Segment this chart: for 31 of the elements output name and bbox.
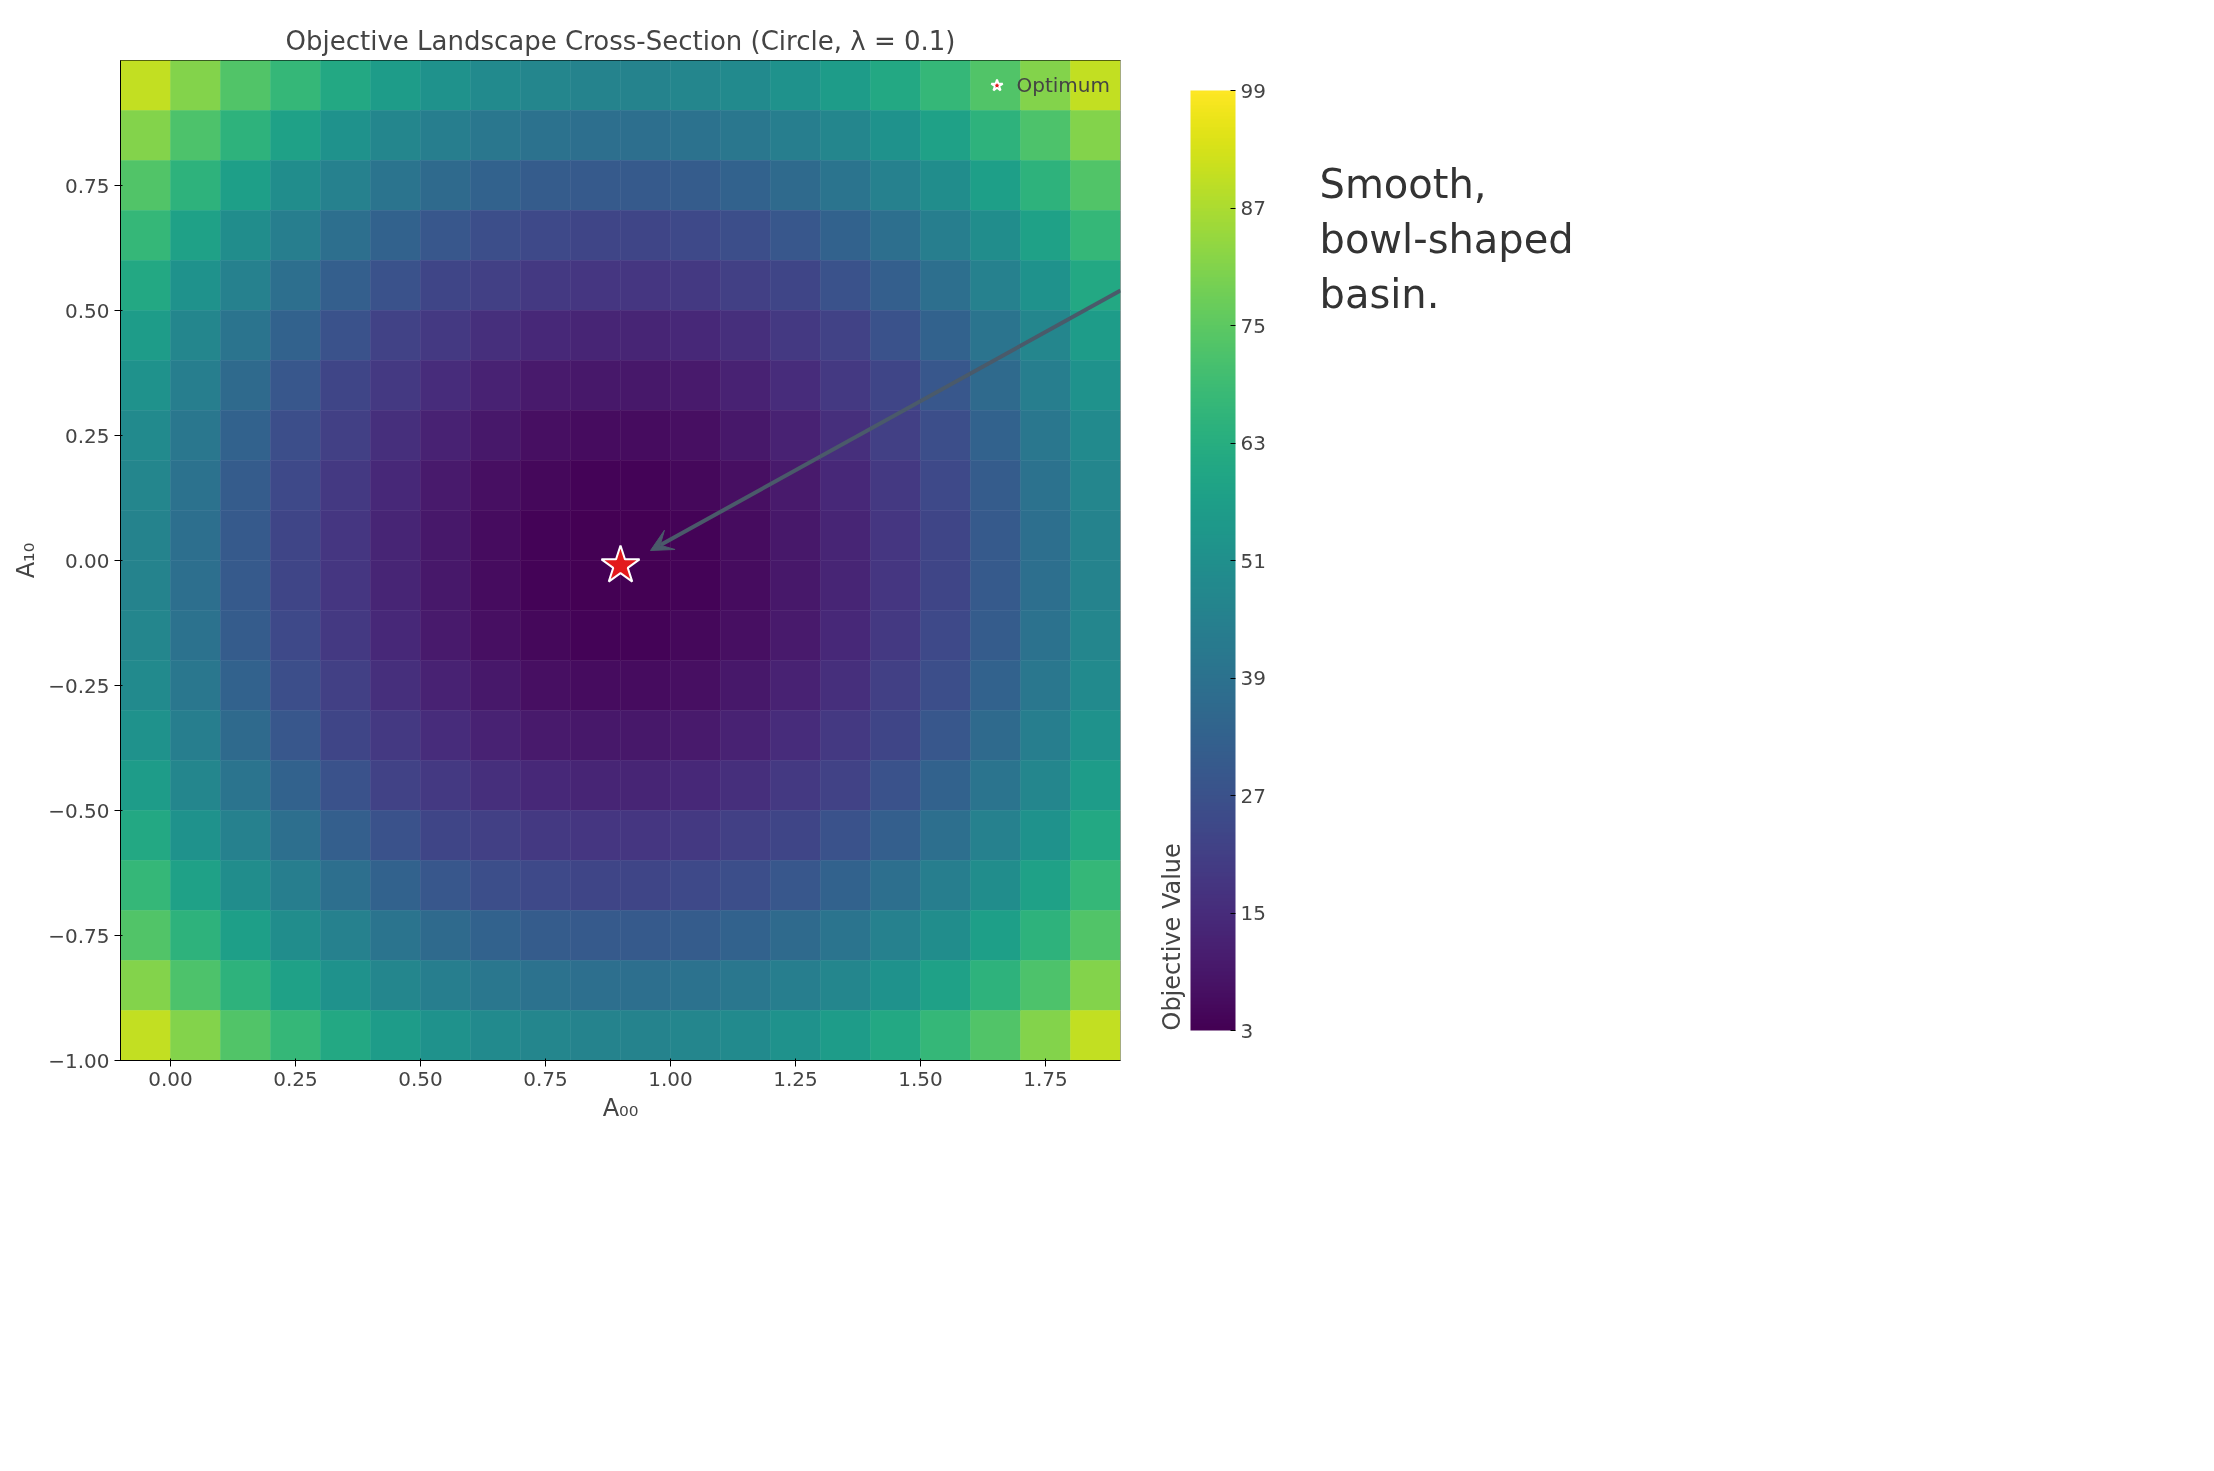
color-bar-label: 27	[1240, 783, 1266, 808]
y-tick-label: −0.50	[48, 798, 110, 823]
color-bar-label: 51	[1240, 548, 1266, 573]
y-tick-label: 0.75	[64, 173, 110, 198]
chart-title: Objective Landscape Cross-Section (Circle, λ = 0.1)	[285, 25, 956, 56]
color-bar-label: 99	[1240, 78, 1266, 103]
y-tick-label: −1.00	[48, 1048, 110, 1073]
y-axis-title: A₁₀	[12, 542, 41, 579]
y-tick-label: 0.25	[64, 423, 110, 448]
x-tick-label: 0.50	[398, 1066, 443, 1091]
x-axis-title: A₀₀	[602, 1093, 639, 1122]
legend-label: Optimum	[1016, 73, 1110, 97]
y-tick-label: 0.50	[64, 298, 110, 323]
color-bar-label: 63	[1240, 431, 1266, 455]
color-bar-label: 39	[1240, 666, 1266, 690]
y-tick-label: −0.75	[48, 923, 110, 948]
color-bar-label: 87	[1240, 196, 1266, 220]
x-tick-label: 0.00	[148, 1066, 193, 1091]
y-tick-label: −0.25	[48, 673, 110, 698]
color-bar-label: 15	[1240, 901, 1266, 925]
x-tick-label: 1.00	[648, 1066, 693, 1091]
x-tick-label: 0.25	[273, 1066, 318, 1091]
color-bar-label: 3	[1240, 1018, 1254, 1043]
y-tick-label: 0.00	[64, 548, 110, 573]
color-bar-title: Objective Value	[1157, 843, 1186, 1031]
x-tick-label: 0.75	[523, 1066, 568, 1091]
x-tick-label: 1.50	[898, 1066, 943, 1091]
x-tick-label: 1.75	[1023, 1066, 1068, 1091]
x-tick-label: 1.25	[773, 1066, 818, 1091]
color-bar-label: 75	[1240, 313, 1266, 338]
text: Smooth, bowl-shaped basin.	[1319, 160, 1574, 317]
